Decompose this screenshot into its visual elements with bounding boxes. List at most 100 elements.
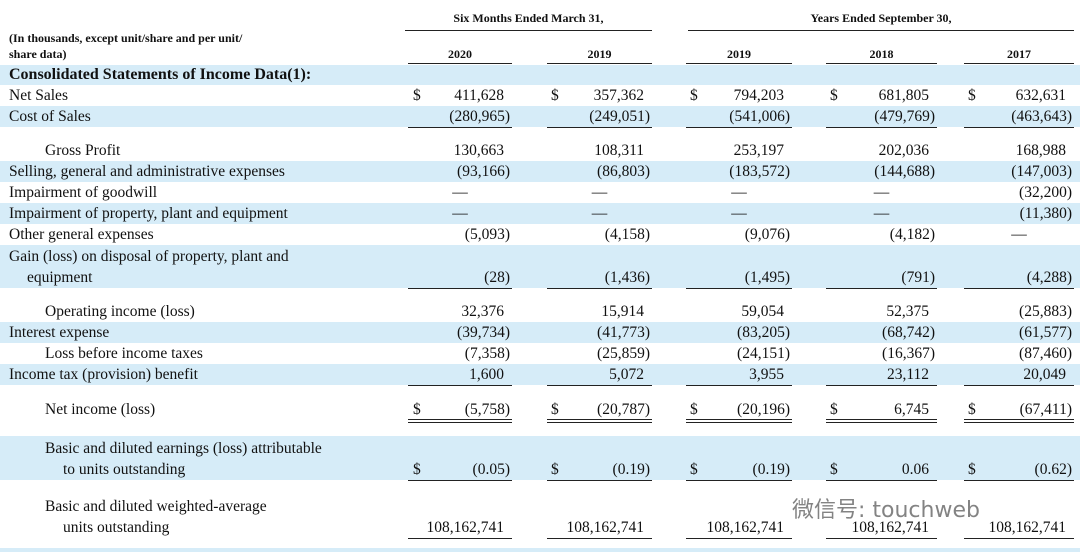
cell-value: 108,162,741 bbox=[851, 519, 930, 536]
underline bbox=[964, 385, 1074, 386]
underline bbox=[408, 288, 512, 289]
cell-value: (25,883) bbox=[1019, 303, 1072, 320]
underline bbox=[686, 422, 792, 423]
cell-value: (93,166) bbox=[457, 163, 510, 180]
cell-value: (280,965) bbox=[449, 108, 510, 125]
cell-value: (20,787) bbox=[597, 401, 650, 418]
column-rule bbox=[686, 63, 792, 64]
cell-value: 15,914 bbox=[601, 303, 644, 320]
underline bbox=[826, 538, 937, 539]
underline bbox=[408, 127, 512, 128]
row-label: Income tax (provision) benefit bbox=[9, 366, 198, 383]
cell-value: 32,376 bbox=[461, 303, 504, 320]
cell-value: (144,688) bbox=[874, 163, 935, 180]
underline bbox=[408, 419, 512, 420]
cell-value: (4,288) bbox=[1026, 269, 1072, 286]
underline bbox=[826, 422, 937, 423]
cell-value: (5,093) bbox=[464, 226, 510, 243]
row-label: Net income (loss) bbox=[45, 401, 156, 418]
row-label: Basic and diluted earnings (loss) attrib… bbox=[45, 440, 322, 457]
column-rule bbox=[964, 63, 1074, 64]
cell-value: (4,182) bbox=[889, 226, 935, 243]
cell-value: (61,577) bbox=[1019, 324, 1072, 341]
currency-symbol: $ bbox=[830, 87, 838, 104]
row-band bbox=[0, 106, 1080, 127]
row-label: Selling, general and administrative expe… bbox=[9, 163, 285, 180]
row-label: to units outstanding bbox=[63, 461, 186, 478]
group-header: Six Months Ended March 31, bbox=[453, 11, 604, 25]
cell-value: 52,375 bbox=[886, 303, 929, 320]
column-header: 2019 bbox=[727, 47, 751, 61]
cell-value: (28) bbox=[484, 269, 510, 286]
row-label: equipment bbox=[27, 269, 93, 286]
underline bbox=[964, 127, 1074, 128]
currency-symbol: $ bbox=[830, 401, 838, 418]
currency-symbol: $ bbox=[690, 401, 698, 418]
cell-value: (183,572) bbox=[729, 163, 790, 180]
cell-value: 357,362 bbox=[593, 87, 644, 104]
row-label: Cost of Sales bbox=[9, 108, 91, 125]
cell-value: 130,663 bbox=[453, 142, 504, 159]
column-header: 2017 bbox=[1007, 47, 1031, 61]
row-label: Impairment of property, plant and equipm… bbox=[9, 205, 288, 222]
cell-value: 202,036 bbox=[878, 142, 929, 159]
column-rule bbox=[408, 63, 512, 64]
cell-value: — bbox=[873, 184, 890, 201]
underline bbox=[686, 538, 792, 539]
row-label: Loss before income taxes bbox=[45, 345, 203, 362]
underline bbox=[686, 385, 792, 386]
row-label: Gain (loss) on disposal of property, pla… bbox=[9, 248, 289, 265]
currency-symbol: $ bbox=[690, 461, 698, 478]
row-label: Gross Profit bbox=[45, 142, 121, 159]
cell-value: (41,773) bbox=[597, 324, 650, 341]
row-band bbox=[0, 245, 1080, 288]
column-rule bbox=[826, 63, 937, 64]
underline bbox=[826, 419, 937, 420]
cell-value: (5,758) bbox=[464, 401, 510, 418]
currency-symbol: $ bbox=[551, 461, 559, 478]
underline bbox=[408, 422, 512, 423]
cell-value: (7,358) bbox=[464, 345, 510, 362]
cell-value: — bbox=[731, 205, 747, 222]
underline bbox=[826, 385, 937, 386]
currency-symbol: $ bbox=[968, 87, 976, 104]
underline bbox=[547, 127, 652, 128]
underline bbox=[826, 288, 937, 289]
currency-symbol: $ bbox=[551, 401, 559, 418]
cell-value: 23,112 bbox=[886, 366, 929, 383]
cell-value: (1,436) bbox=[604, 269, 650, 286]
underline bbox=[964, 480, 1074, 481]
cell-value: 20,049 bbox=[1023, 366, 1066, 383]
watermark: 微信号: touchweb bbox=[792, 498, 980, 523]
cell-value: — bbox=[873, 205, 890, 222]
cell-value: 794,203 bbox=[733, 87, 784, 104]
cell-value: 632,631 bbox=[1015, 87, 1066, 104]
cell-value: 108,162,741 bbox=[988, 519, 1067, 536]
cell-value: 108,162,741 bbox=[706, 519, 785, 536]
row-label: Operating income (loss) bbox=[45, 303, 195, 320]
cell-value: — bbox=[591, 184, 608, 201]
cell-value: 1,600 bbox=[469, 366, 504, 383]
cell-value: 108,162,741 bbox=[566, 519, 645, 536]
underline bbox=[964, 419, 1074, 420]
cell-value: (249,051) bbox=[589, 108, 650, 125]
underline bbox=[826, 480, 937, 481]
cell-value: (87,460) bbox=[1019, 345, 1072, 362]
cell-value: 5,072 bbox=[609, 366, 644, 383]
cell-value: 411,628 bbox=[454, 87, 504, 104]
underline bbox=[826, 127, 937, 128]
cell-value: (25,859) bbox=[597, 345, 650, 362]
cell-value: (20,196) bbox=[737, 401, 790, 418]
underline bbox=[408, 538, 512, 539]
currency-symbol: $ bbox=[413, 401, 421, 418]
underline bbox=[547, 422, 652, 423]
column-header: 2020 bbox=[448, 47, 472, 61]
row-label: Basic and diluted weighted-average bbox=[45, 498, 267, 515]
row-band bbox=[0, 203, 1080, 224]
cell-value: 108,311 bbox=[594, 142, 644, 159]
underline bbox=[408, 480, 512, 481]
row-band bbox=[0, 436, 1080, 480]
row-band bbox=[0, 65, 1080, 85]
cell-value: (39,734) bbox=[457, 324, 510, 341]
